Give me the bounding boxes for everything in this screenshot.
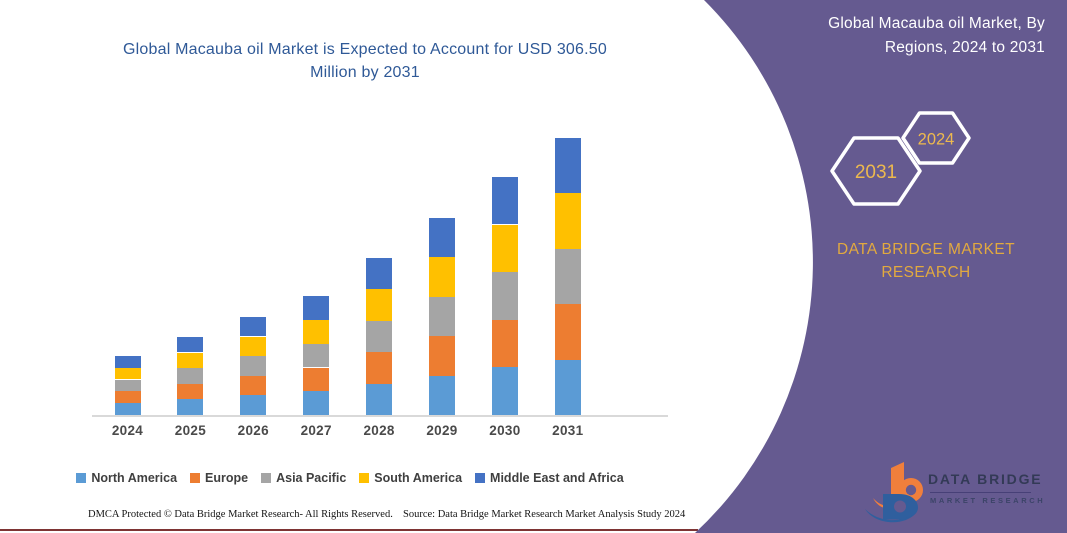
bar-segment [177, 352, 204, 369]
bar-segment [114, 367, 141, 380]
bottom-accent-line [0, 529, 698, 531]
bar-segment [491, 367, 518, 415]
x-axis-label: 2027 [300, 423, 332, 438]
bar-segment [429, 296, 455, 336]
x-axis-label: 2030 [489, 423, 521, 438]
legend-label: South America [374, 471, 463, 485]
bar-segment [177, 336, 204, 353]
bar-segment [554, 304, 581, 360]
bar-segment [114, 391, 141, 404]
bar-segment [554, 193, 581, 249]
bar-segment [177, 383, 204, 400]
footer-source-text: Source: Data Bridge Market Research Mark… [403, 509, 686, 520]
bar-segment [240, 375, 267, 396]
bar-segment [491, 319, 518, 368]
bar-segment [303, 367, 330, 392]
x-axis-label: 2026 [237, 423, 269, 438]
bar-segment [491, 224, 518, 273]
legend-swatch-icon [359, 473, 370, 483]
bar-segment [429, 375, 455, 415]
bar-segment [303, 391, 330, 415]
bar-segment [114, 379, 141, 392]
x-axis-label: 2031 [552, 423, 584, 438]
bar-segment [491, 176, 518, 225]
legend-swatch-icon [475, 473, 486, 483]
bar-segment [429, 336, 455, 376]
bar-segment [114, 403, 141, 415]
hexagon-front-year: 2024 [918, 131, 955, 149]
legend-label: Middle East and Africa [490, 471, 624, 485]
purple-panel-shape [695, 0, 1067, 533]
chart-title: Global Macauba oil Market is Expected to… [123, 41, 607, 82]
bar-segment [429, 257, 455, 297]
logo-divider [930, 492, 1031, 493]
bar-segment [177, 368, 204, 384]
hexagon-badges: 2031 2024 [830, 111, 971, 206]
bar-segment [114, 355, 141, 368]
legend-label: Asia Pacific [276, 471, 347, 485]
bar-segment [240, 395, 267, 415]
bar-segment [303, 319, 330, 344]
logo-wordmark: DATA BRIDGE [928, 471, 1043, 487]
x-axis-label: 2029 [426, 423, 458, 438]
bar-segment [554, 248, 581, 305]
chart-legend: North America Europe Asia Pacific South Ame… [0, 471, 700, 485]
bar-segment [366, 352, 393, 384]
legend-item: South America [359, 471, 462, 485]
bar-segment [366, 289, 393, 321]
dbmr-logo [865, 462, 923, 523]
logo-d-icon [865, 494, 918, 523]
bar-segment [366, 320, 393, 353]
bar-segment [177, 399, 204, 415]
bar-segment [240, 356, 267, 376]
legend-item: North America [76, 471, 177, 485]
x-axis-line [92, 415, 668, 417]
bar-segment [491, 272, 518, 320]
bar-segment [554, 359, 581, 415]
footer-dmca-text: DMCA Protected © Data Bridge Market Rese… [88, 509, 393, 520]
legend-swatch-icon [76, 473, 87, 483]
legend-item: Middle East and Africa [475, 471, 624, 485]
bar-segment [366, 383, 393, 415]
hexagon-2024-icon [901, 111, 971, 165]
x-axis-label: 2025 [174, 423, 206, 438]
bar-segment [240, 316, 267, 337]
x-axis-label: 2028 [363, 423, 395, 438]
brand-heading: DATA BRIDGE MARKET RESEARCH [836, 241, 1015, 282]
logo-subtext: MARKET RESEARCH [930, 496, 1046, 505]
bar-segment [303, 296, 330, 320]
bar-segment [366, 257, 393, 290]
plot-area: 2024 2025 2026 2027 2028 2029 2030 2031 [92, 138, 668, 438]
legend-swatch-icon [190, 473, 201, 483]
legend-item: Asia Pacific [261, 471, 346, 485]
legend-label: Europe [205, 471, 249, 485]
hexagon-back-year: 2031 [855, 162, 897, 183]
bar-segment [429, 217, 455, 257]
bar-segment [303, 343, 330, 368]
bar-segment [554, 138, 581, 194]
legend-item: Europe [190, 471, 248, 485]
x-axis-label: 2024 [111, 423, 144, 438]
legend-swatch-icon [261, 473, 272, 483]
panel-title: Global Macauba oil Market, By Regions, 2… [828, 15, 1045, 57]
bar-segment [240, 336, 267, 357]
hexagon-2031-icon [830, 136, 922, 206]
legend-label: North America [91, 471, 178, 485]
